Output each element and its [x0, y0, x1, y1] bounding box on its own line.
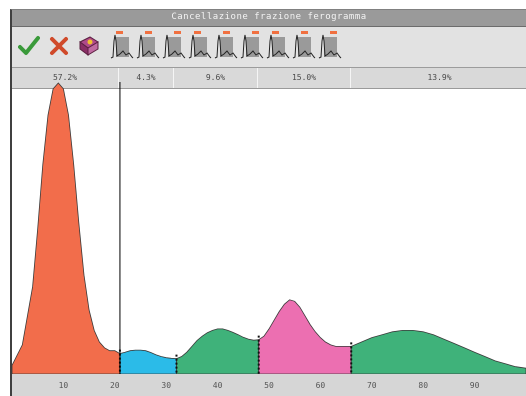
fraction-thumbnail-9[interactable]	[318, 31, 342, 61]
check-icon	[18, 36, 40, 55]
fraction-thumbnail-5[interactable]	[214, 31, 238, 61]
x-tick-label: 30	[161, 381, 171, 390]
x-tick-label: 70	[367, 381, 377, 390]
fraction-area-2	[119, 349, 177, 375]
fraction-area-5	[350, 330, 526, 375]
confirm-button[interactable]	[16, 31, 42, 61]
help-button[interactable]	[76, 31, 102, 61]
x-icon	[50, 37, 68, 55]
window-title: Cancellazione frazione ferogramma	[171, 12, 367, 22]
x-tick-label: 60	[316, 381, 326, 390]
fraction-area-3	[176, 328, 260, 375]
fraction-thumbnail-1[interactable]	[110, 31, 134, 61]
fraction-thumbnail-4[interactable]	[188, 31, 212, 61]
fraction-thumbnail-3[interactable]	[162, 31, 186, 61]
help-book-icon	[79, 36, 99, 56]
toolbar	[12, 27, 526, 68]
fraction-percent-5: 13.9%	[427, 73, 452, 82]
fraction-area-4	[258, 299, 352, 375]
fraction-thumbnail-8[interactable]	[292, 31, 316, 61]
x-axis-bar	[12, 374, 526, 396]
fraction-area-1	[11, 82, 121, 375]
fraction-percentages-bar: 57.2% 4.3% 9.6% 15.0% 13.9%	[12, 68, 526, 89]
x-tick-label: 20	[110, 381, 120, 390]
x-tick-label: 80	[418, 381, 428, 390]
fraction-thumbnail-7[interactable]	[266, 31, 290, 61]
cancel-button[interactable]	[46, 31, 72, 61]
fraction-thumbnail-2[interactable]	[136, 31, 160, 61]
x-tick-label: 50	[264, 381, 274, 390]
fraction-percent-3: 9.6%	[174, 68, 258, 88]
x-tick-label: 40	[213, 381, 223, 390]
fraction-thumbnail-6[interactable]	[240, 31, 264, 61]
fraction-percent-2: 4.3%	[119, 68, 174, 88]
title-bar: Cancellazione frazione ferogramma	[12, 10, 526, 27]
x-tick-label: 10	[59, 381, 69, 390]
fraction-percent-4: 15.0%	[258, 68, 351, 88]
x-tick-label: 90	[470, 381, 480, 390]
fraction-percent-1: 57.2%	[12, 68, 119, 88]
